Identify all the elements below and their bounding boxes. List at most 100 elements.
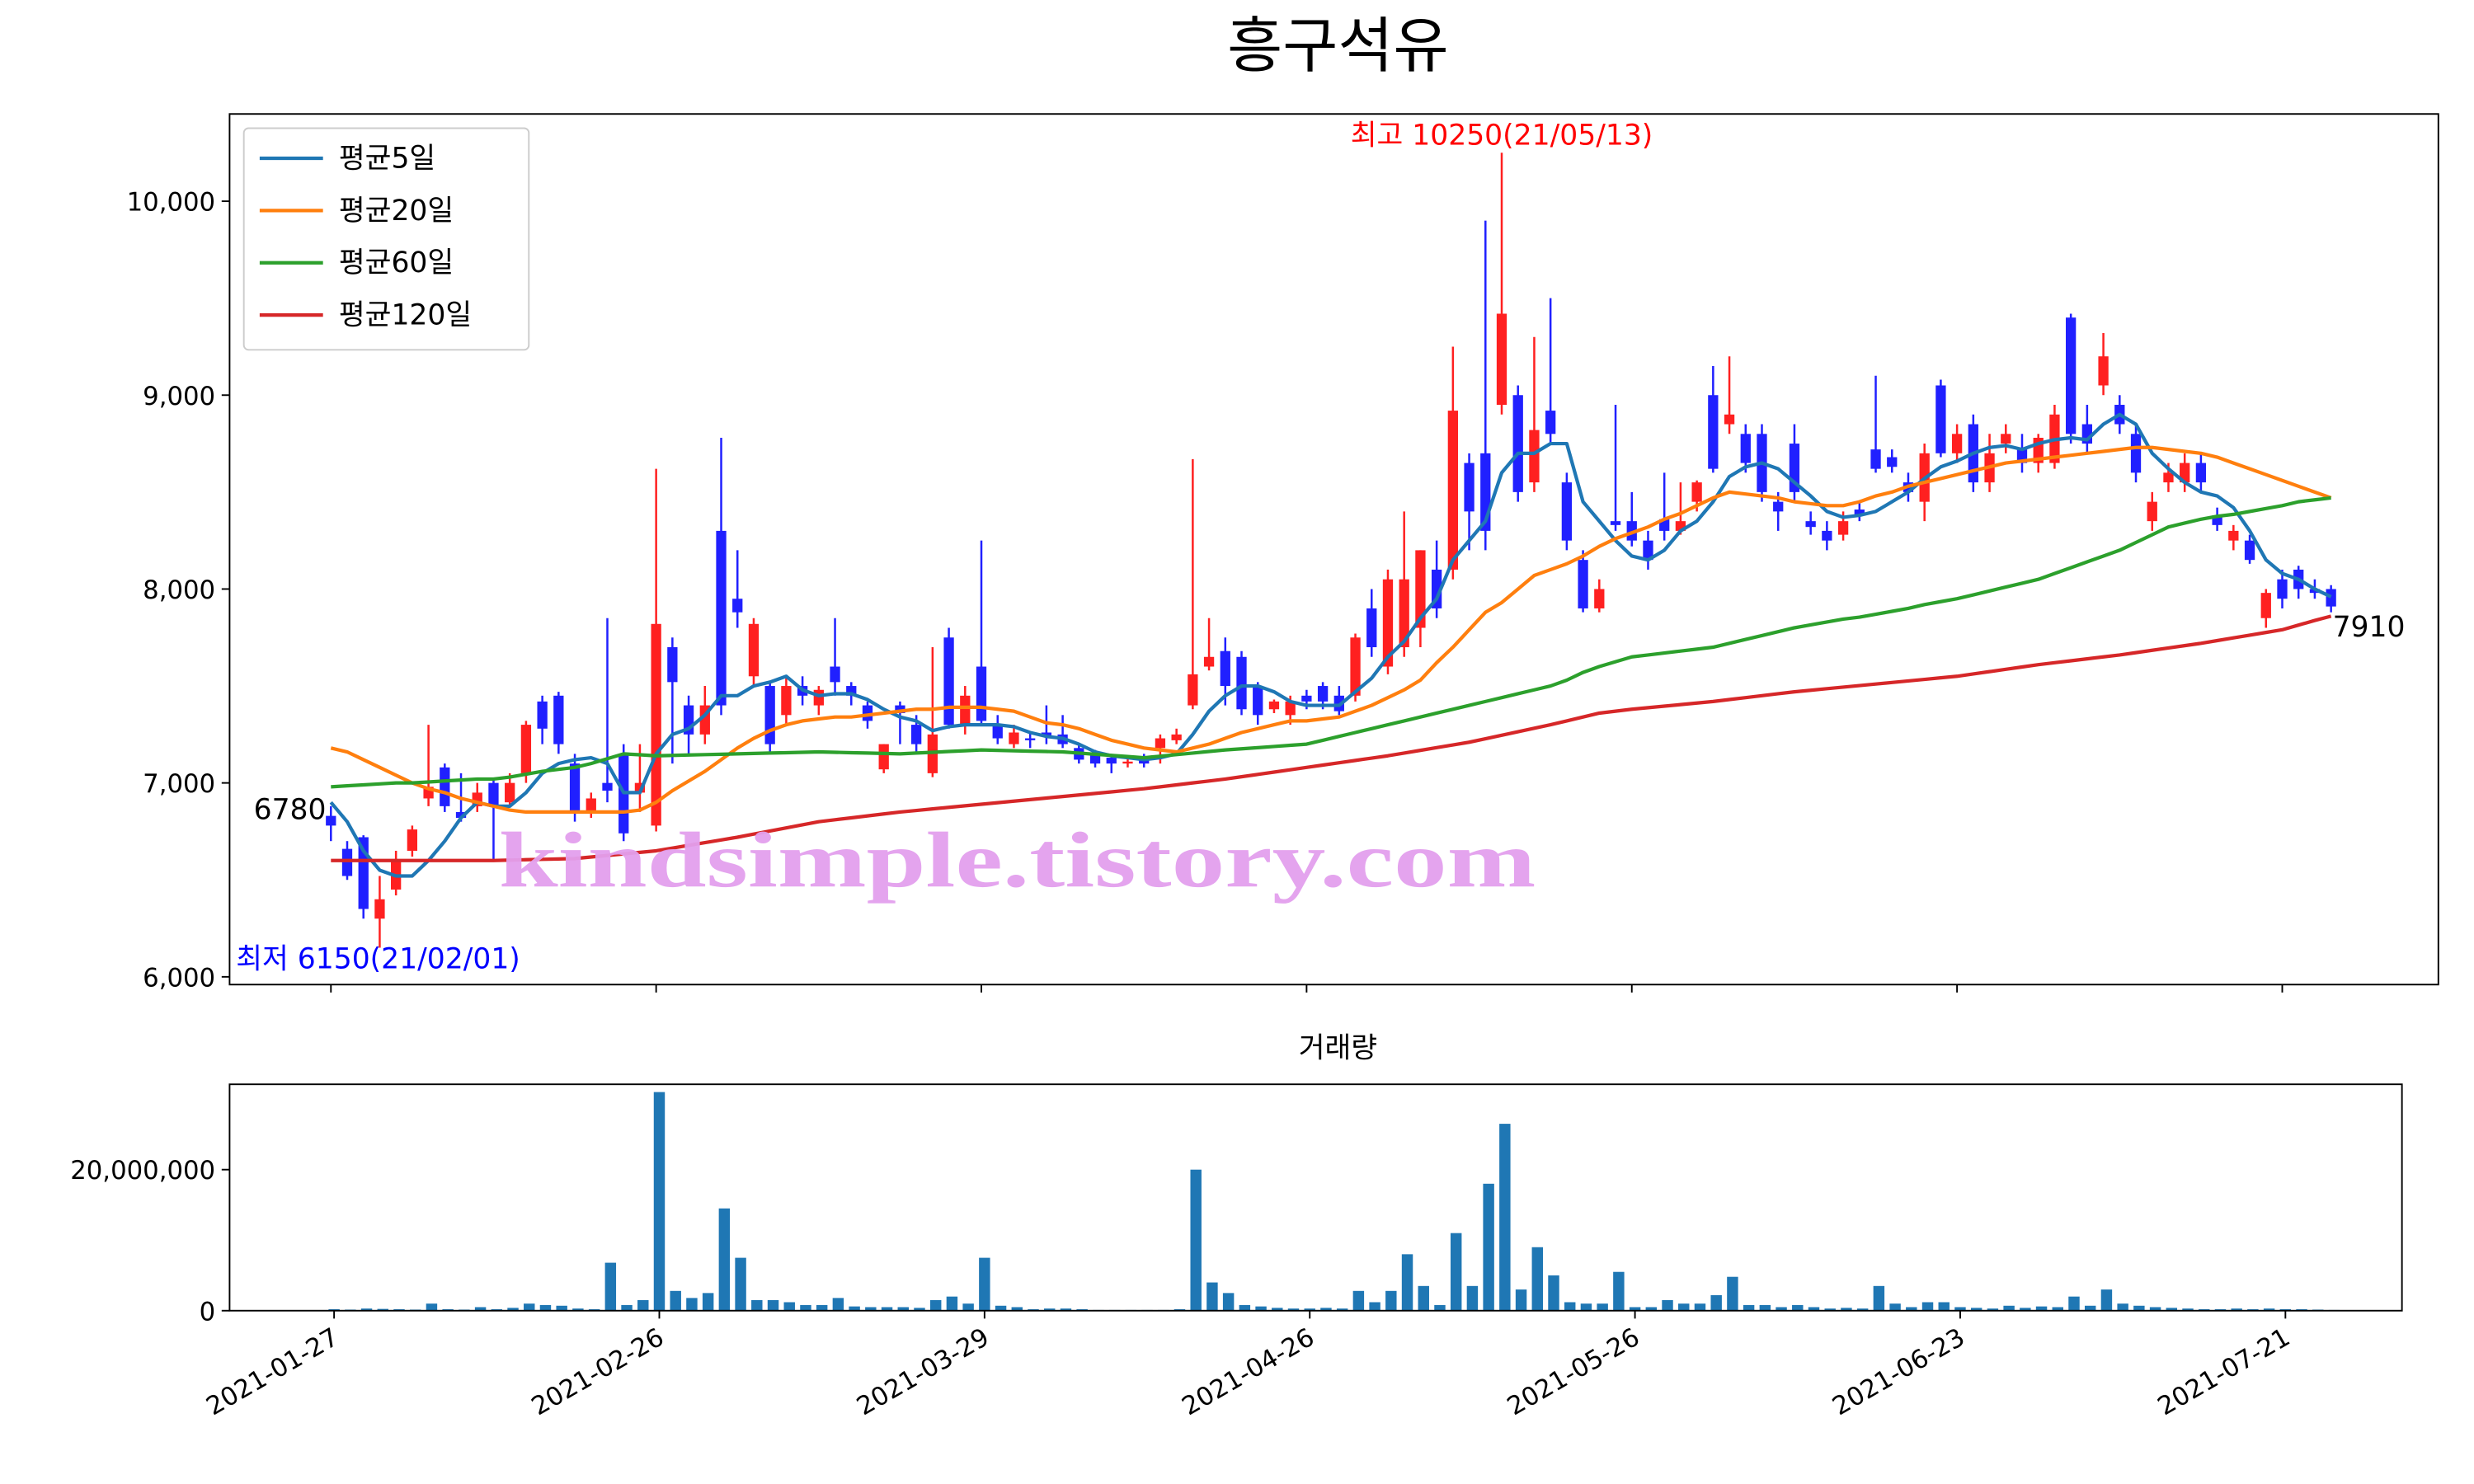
volume-bar: [832, 1298, 844, 1311]
candle-body: [764, 686, 775, 744]
candle-body: [1155, 738, 1166, 749]
volume-bar: [865, 1307, 877, 1311]
candle-body: [1041, 732, 1052, 737]
candle-body: [2163, 472, 2174, 483]
volume-bar: [1272, 1308, 1283, 1311]
candle-body: [505, 782, 515, 803]
volume-bar: [1190, 1169, 1202, 1311]
volume-bar: [1694, 1303, 1706, 1311]
volume-bar: [1906, 1307, 1917, 1311]
volume-bar: [621, 1304, 633, 1311]
volume-bar: [816, 1304, 828, 1311]
candle-body: [878, 744, 889, 770]
candle-body: [1447, 411, 1458, 570]
volume-bar: [897, 1307, 909, 1311]
watermark: kindsimple.tistory.com: [499, 815, 1536, 904]
volume-bar: [539, 1304, 552, 1311]
candle-body: [1415, 550, 1426, 628]
volume-bar: [946, 1296, 958, 1311]
candle-body: [602, 782, 613, 791]
volume-bar: [1466, 1285, 1479, 1311]
candle-body: [943, 637, 954, 726]
y-tick-label: 7,000: [143, 769, 215, 799]
volume-bar: [1727, 1276, 1738, 1311]
candle-body: [1854, 510, 1865, 516]
volume-bar: [604, 1262, 617, 1311]
y-tick-label: 8,000: [143, 575, 215, 605]
chart-title: 흥구석유: [1227, 12, 1448, 82]
volume-bar: [2003, 1305, 2015, 1311]
volume-bar: [718, 1208, 731, 1311]
candle-body: [2180, 463, 2190, 483]
candle-body: [1188, 674, 1198, 706]
volume-bar: [670, 1290, 681, 1311]
candle-body: [1268, 701, 1280, 710]
volume-bar: [556, 1305, 567, 1311]
price-axes-frame: [228, 113, 2439, 986]
candle-body: [1496, 313, 1507, 406]
candle-body: [407, 829, 418, 851]
volume-bar: [962, 1303, 974, 1311]
volume-bar: [2084, 1305, 2096, 1311]
candle-body: [1122, 761, 1133, 764]
candle-body: [1089, 754, 1101, 764]
candle-body: [1399, 579, 1409, 648]
candle-body: [553, 695, 564, 744]
candle-body: [1009, 732, 1019, 744]
volume-bar: [377, 1308, 388, 1311]
volume-bar: [1515, 1289, 1527, 1311]
volume-bar: [881, 1307, 893, 1311]
volume-bar: [2166, 1308, 2178, 1311]
volume-bar: [1580, 1303, 1592, 1311]
volume-bar: [637, 1299, 649, 1311]
moving-average-line: [331, 614, 2332, 862]
volume-bar: [1662, 1299, 1673, 1311]
volume-bar: [2263, 1308, 2275, 1311]
candle-body: [732, 599, 743, 613]
candle-body: [1740, 434, 1751, 463]
legend-label: 평균20일: [339, 195, 454, 228]
candle-body: [1951, 434, 1963, 453]
candle-body: [537, 701, 548, 729]
candle-body: [1253, 686, 1263, 716]
volume-bar: [702, 1293, 714, 1311]
volume-bar: [360, 1308, 373, 1311]
candle-body: [440, 767, 450, 806]
volume-bar: [1434, 1304, 1446, 1311]
volume-bar: [653, 1092, 666, 1311]
candle-body: [634, 782, 646, 793]
candle-body: [1285, 701, 1296, 716]
y-tick-label: 0: [200, 1297, 216, 1327]
volume-bar: [1645, 1307, 1658, 1311]
candle-body: [2212, 515, 2222, 525]
candle-body: [586, 798, 596, 812]
volume-bar: [524, 1303, 535, 1311]
volume-bar: [800, 1304, 811, 1311]
annotation: 7910: [2333, 611, 2406, 644]
volume-bar: [1401, 1254, 1413, 1311]
candle-body: [1220, 650, 1230, 687]
volume-bar: [1776, 1307, 1787, 1311]
candle-body: [569, 763, 581, 812]
volume-bar: [1499, 1124, 1511, 1311]
candle-body: [2130, 434, 2142, 473]
candle-body: [1529, 430, 1540, 483]
candle-body: [1691, 482, 1702, 502]
legend-label: 평균60일: [339, 247, 454, 279]
candle-body: [1837, 521, 1849, 535]
candle-body: [830, 666, 840, 683]
volume-bar: [1759, 1304, 1771, 1311]
candle-body: [2195, 463, 2207, 483]
volume-bar: [1889, 1303, 1901, 1311]
candle-body: [651, 623, 661, 826]
candle-body: [520, 725, 532, 773]
candle-body: [2277, 579, 2288, 599]
candle-body: [1512, 395, 1523, 492]
volume-bar: [1792, 1304, 1804, 1311]
moving-average-line: [330, 445, 2332, 815]
volume-bar: [1954, 1307, 1966, 1311]
volume-bar: [1044, 1308, 1056, 1311]
volume-bar: [783, 1302, 795, 1311]
legend-box: [242, 127, 530, 351]
